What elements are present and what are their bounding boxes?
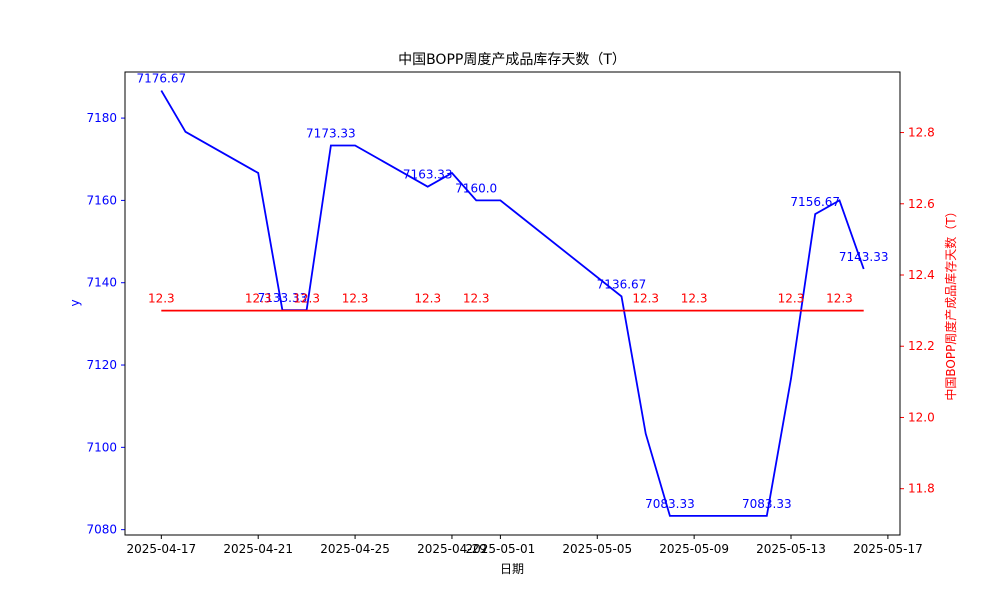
data-label: 12.3 <box>148 292 175 306</box>
data-label: 12.3 <box>778 292 805 306</box>
data-label: 7083.33 <box>645 497 695 511</box>
chart-title: 中国BOPP周度产成品库存天数（T） <box>398 52 626 68</box>
y-tick-label: 7100 <box>86 440 117 454</box>
x-tick-label: 2025-05-17 <box>853 542 923 556</box>
data-label: 12.3 <box>293 292 320 306</box>
x-tick-label: 2025-05-05 <box>562 542 632 556</box>
y-tick-label: 7120 <box>86 358 117 372</box>
x-tick-label: 2025-04-29 <box>417 542 487 556</box>
data-label: 12.3 <box>245 292 272 306</box>
x-tick-label: 2025-04-21 <box>223 542 293 556</box>
y-axis-label: y <box>68 299 82 306</box>
x-tick-label: 2025-05-01 <box>466 542 536 556</box>
y2-tick-label: 12.6 <box>908 197 935 211</box>
data-label: 7160.0 <box>455 181 497 195</box>
y2-tick-label: 11.8 <box>908 482 935 496</box>
x-tick-label: 2025-04-17 <box>126 542 196 556</box>
y-tick-label: 7180 <box>86 111 117 125</box>
x-tick-label: 2025-05-13 <box>756 542 826 556</box>
data-label: 7176.67 <box>137 72 187 86</box>
data-label: 12.3 <box>414 292 441 306</box>
x-axis-label: 日期 <box>500 562 524 576</box>
data-label: 7083.33 <box>742 497 792 511</box>
y2-tick-label: 12.0 <box>908 410 935 424</box>
data-label: 7136.67 <box>597 277 647 291</box>
y2-tick-label: 12.4 <box>908 268 935 282</box>
data-label: 7143.33 <box>839 250 889 264</box>
data-label: 7156.67 <box>790 195 840 209</box>
data-label: 12.3 <box>826 292 853 306</box>
data-label: 7173.33 <box>306 127 356 141</box>
y2-axis-label: 中国BOPP周度产成品库存天数（T） <box>943 205 958 400</box>
plot-area: 2025-04-17 2025-04-21 2025-04-25 2025-04-29… <box>86 72 934 556</box>
data-label: 12.3 <box>342 292 369 306</box>
data-label: 12.3 <box>681 292 708 306</box>
x-tick-label: 2025-04-25 <box>320 542 390 556</box>
y-tick-label: 7160 <box>86 193 117 207</box>
y2-tick-label: 12.8 <box>908 126 935 140</box>
y-tick-label: 7080 <box>86 523 117 537</box>
plot-frame <box>124 71 901 536</box>
y2-tick-label: 12.2 <box>908 339 935 353</box>
x-tick-label: 2025-05-09 <box>659 542 729 556</box>
data-label: 12.3 <box>632 292 659 306</box>
data-label: 7133.33 <box>258 291 308 305</box>
data-label: 12.3 <box>463 292 490 306</box>
data-label: 7163.33 <box>403 168 453 182</box>
y-tick-label: 7140 <box>86 276 117 290</box>
